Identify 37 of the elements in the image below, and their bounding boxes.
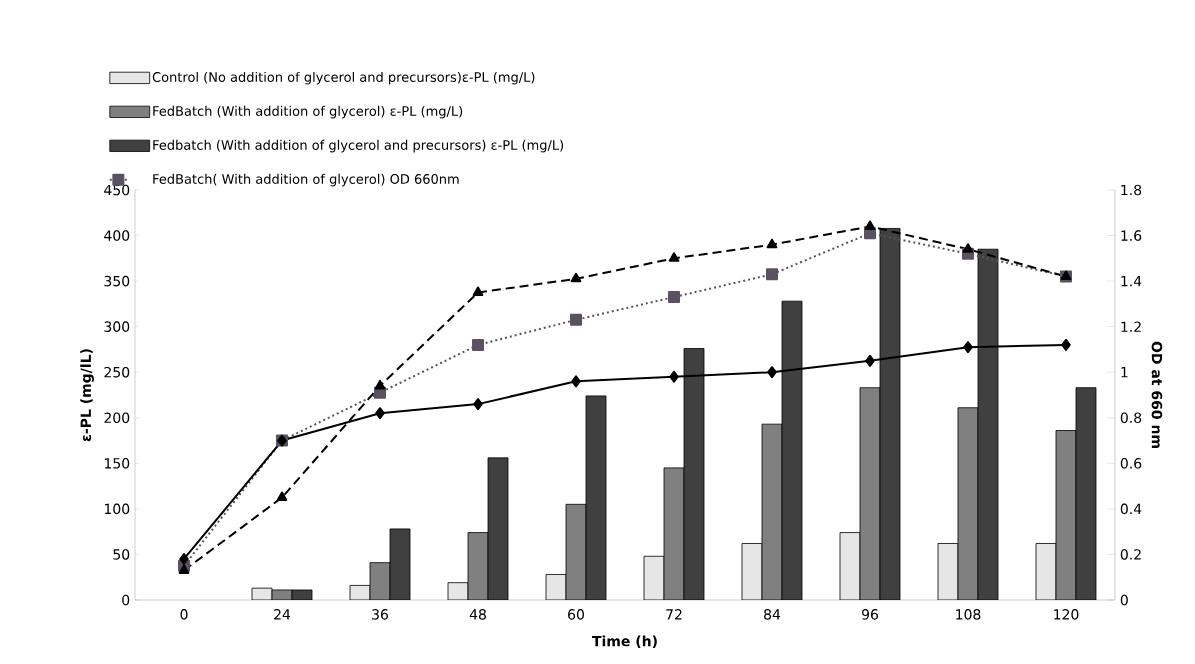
legend-label: FedBatch (With addition of glycerol) ε-PL (mg/L) [153, 105, 463, 119]
y-tick-label: 350 [104, 275, 130, 287]
x-tick-label: 120 [1054, 609, 1079, 620]
y2-tick-label: 1.4 [1121, 275, 1142, 287]
y2-tick-label: 1.8 [1121, 184, 1142, 196]
x-tick-label: 48 [469, 609, 486, 620]
y2-axis-title: OD at 660 nm [1151, 341, 1163, 448]
y2-tick-label: 0.6 [1120, 458, 1142, 469]
y-tick-label: 450 [104, 184, 130, 196]
legend-label: Fedbatch (With addition of glycerol and precursors) ε-PL (mg/L) [153, 139, 564, 153]
y-tick-label: 0 [122, 594, 130, 606]
y-tick-label: 400 [104, 230, 130, 241]
y-tick-label: 250 [104, 366, 130, 378]
x-tick-label: 84 [764, 609, 781, 620]
x-tick-label: 24 [274, 609, 291, 620]
y-tick-label: 300 [104, 321, 130, 332]
x-tick-label: 36 [372, 609, 389, 620]
x-tick-label: 108 [956, 609, 981, 620]
y-tick-label: 150 [104, 458, 130, 469]
x-tick-label: 72 [666, 609, 682, 620]
x-tick-label: 60 [568, 609, 584, 620]
x-axis-title: Time (h) [592, 635, 657, 648]
y2-tick-label: 1.2 [1121, 321, 1141, 332]
legend-label: Control (No addition of glycerol and precursors)ε-PL (mg/L) [152, 71, 535, 85]
x-tick-label: 96 [861, 609, 879, 620]
y2-tick-label: 0 [1120, 594, 1128, 606]
y2-tick-label: 0.2 [1120, 549, 1141, 560]
legend-label: FedBatch( With addition of glycerol) OD 660nm [153, 173, 459, 187]
y-axis-title: ε-PL (mg/lL) [80, 349, 94, 442]
y-tick-label: 50 [113, 549, 130, 560]
y2-tick-label: 1 [1121, 367, 1128, 378]
y2-tick-label: 0.4 [1120, 503, 1142, 515]
y2-tick-label: 0.8 [1120, 412, 1142, 424]
x-tick-label: 0 [180, 609, 188, 620]
y-tick-label: 200 [104, 412, 130, 424]
y2-tick-label: 1.6 [1121, 230, 1142, 241]
y-tick-label: 100 [104, 503, 130, 515]
